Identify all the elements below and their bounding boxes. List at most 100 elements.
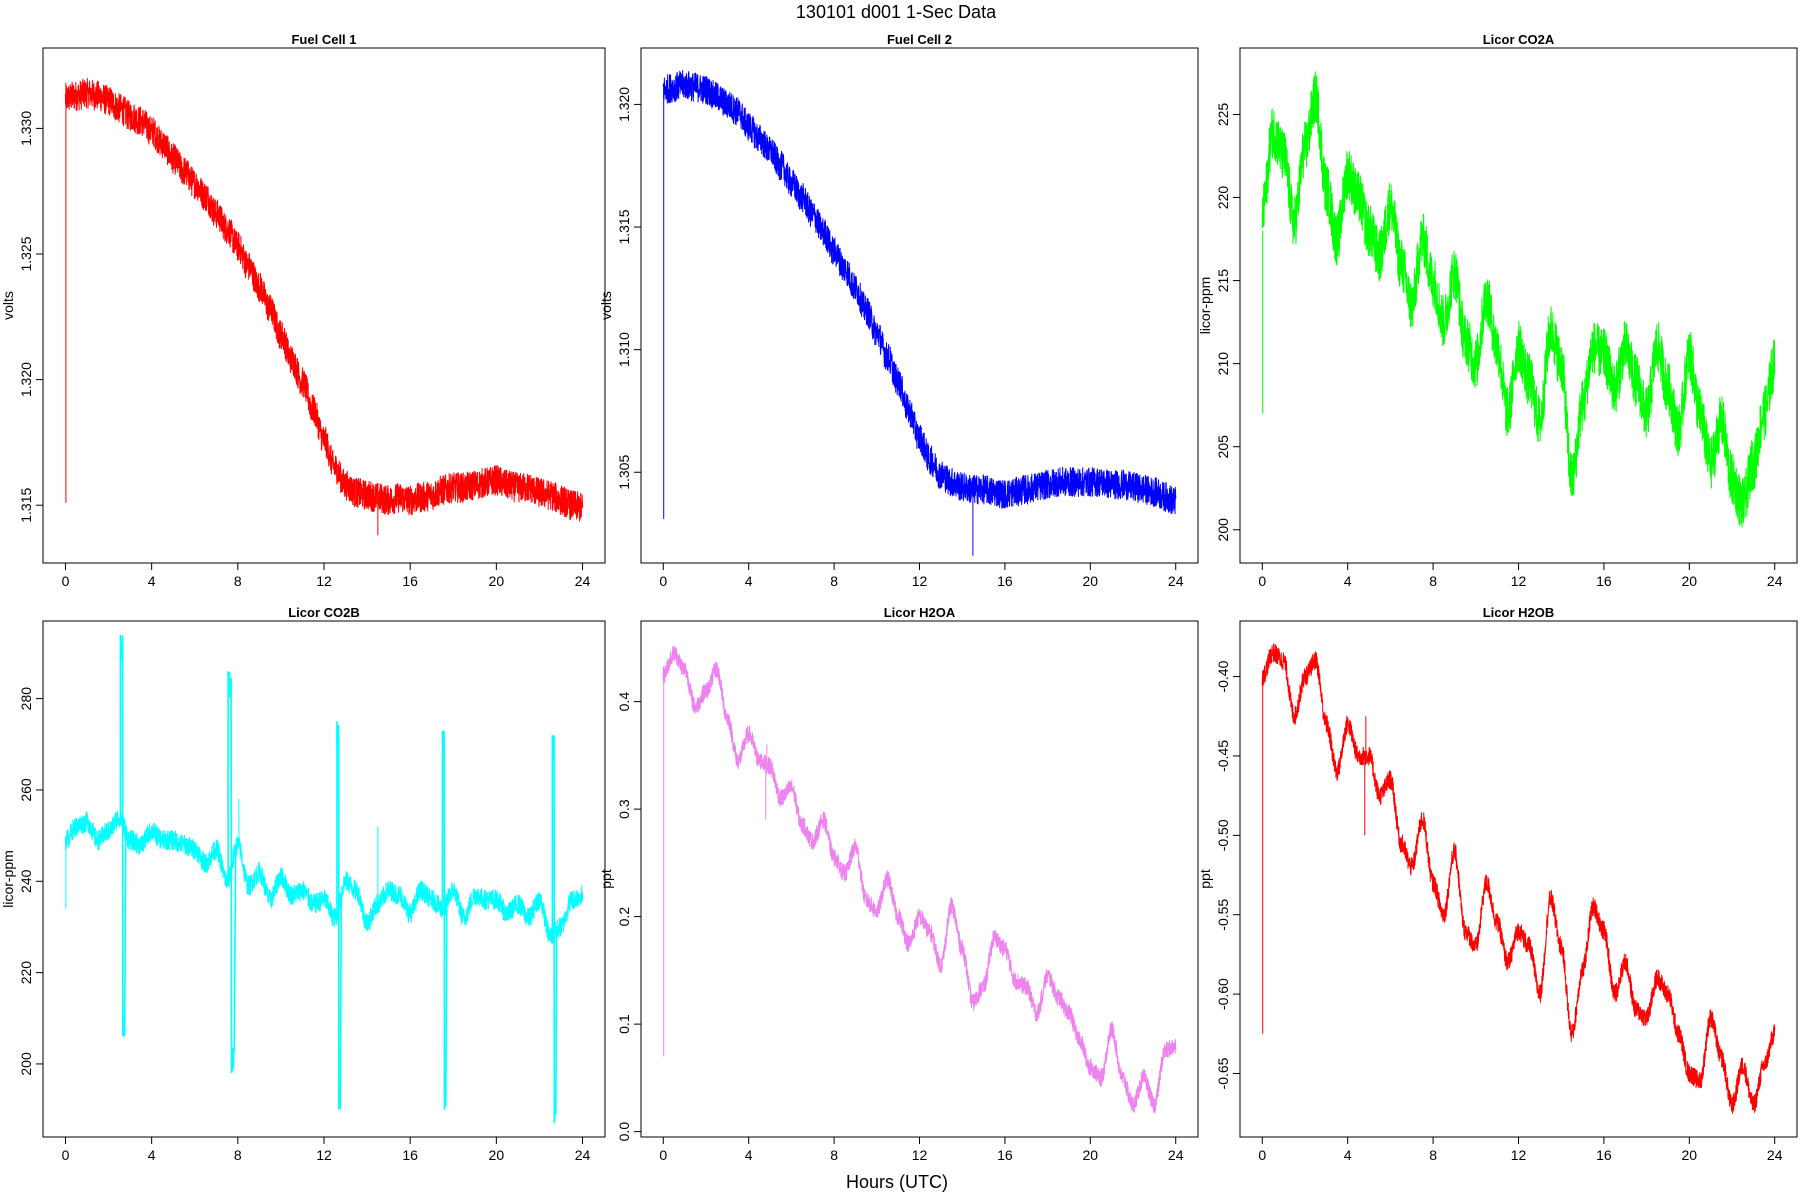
y-tick-label: 220 <box>1215 186 1231 210</box>
panel-3: Licor CO2B 0 4 8 12 16 20 24 200 220 240 260 280 lico… <box>0 605 606 1163</box>
y-axis-label: licor-ppm <box>0 850 16 908</box>
x-tick-label: 4 <box>1344 573 1352 589</box>
panel-title: Licor CO2B <box>288 605 360 620</box>
x-tick-label: 20 <box>1083 573 1099 589</box>
x-axis: 0 4 8 12 16 20 24 <box>659 1136 1184 1163</box>
y-tick-label: 1.325 <box>18 236 34 271</box>
x-tick-label: 4 <box>745 1147 753 1163</box>
x-tick-label: 8 <box>830 573 838 589</box>
y-axis-label: volts <box>0 291 16 320</box>
x-tick-label: 20 <box>489 573 505 589</box>
figure-title: 130101 d001 1-Sec Data <box>796 2 997 22</box>
x-tick-label: 24 <box>1168 1147 1184 1163</box>
x-tick-label: 0 <box>1258 573 1266 589</box>
x-tick-label: 16 <box>997 573 1013 589</box>
x-tick-label: 4 <box>148 573 156 589</box>
y-axis-label: licor-ppm <box>1197 277 1213 335</box>
series-line <box>1261 71 1776 528</box>
x-tick-label: 4 <box>148 1147 156 1163</box>
panel-0: Fuel Cell 10 4 8 12 16 20 241.3151.3201.3251.3… <box>0 32 606 589</box>
x-tick-label: 8 <box>1429 1147 1437 1163</box>
x-tick-label: 16 <box>997 1147 1013 1163</box>
series-group <box>662 645 1177 1114</box>
y-tick-label: -0.50 <box>1215 819 1231 851</box>
calibration-excursion-1 <box>227 671 237 1074</box>
x-tick-label: 8 <box>234 573 242 589</box>
y-tick-label: 205 <box>1215 435 1231 459</box>
x-tick-label: 0 <box>659 573 667 589</box>
y-axis: -0.65 -0.60 -0.55 -0.50 -0.45 -0.40 <box>1215 660 1240 1089</box>
x-tick-label: 20 <box>1682 573 1698 589</box>
x-tick-label: 24 <box>1767 573 1783 589</box>
y-tick-label: 220 <box>18 961 34 985</box>
series-line <box>64 808 584 945</box>
x-tick-label: 20 <box>1083 1147 1099 1163</box>
x-tick-label: 8 <box>234 1147 242 1163</box>
x-tick-label: 16 <box>1596 1147 1612 1163</box>
panel-title: Licor CO2A <box>1483 32 1555 47</box>
x-tick-label: 0 <box>659 1147 667 1163</box>
y-tick-label: 215 <box>1215 269 1231 293</box>
y-tick-label: 0.2 <box>616 907 632 927</box>
panel-title: Licor H2OA <box>884 605 956 620</box>
x-tick-label: 20 <box>489 1147 505 1163</box>
y-tick-label: 0.1 <box>616 1014 632 1034</box>
y-tick-label: 1.320 <box>18 362 34 397</box>
y-axis: 200 205 210 215 220 225 <box>1215 103 1240 542</box>
plot-frame <box>640 620 1199 1138</box>
x-tick-label: 12 <box>912 1147 928 1163</box>
series-group <box>1261 71 1776 528</box>
y-tick-label: -0.60 <box>1215 978 1231 1010</box>
y-tick-label: 210 <box>1215 352 1231 376</box>
panel-title: Fuel Cell 1 <box>291 32 356 47</box>
y-tick-label: 0.4 <box>616 692 632 712</box>
y-tick-label: 1.330 <box>18 111 34 146</box>
calibration-excursion-2 <box>336 721 343 1110</box>
y-tick-label: 200 <box>1215 518 1231 542</box>
x-axis: 0 4 8 12 16 20 24 <box>1258 562 1783 589</box>
series-group <box>64 634 584 1124</box>
series-line <box>1261 643 1776 1114</box>
x-tick-label: 16 <box>402 1147 418 1163</box>
y-tick-label: 1.320 <box>616 87 632 122</box>
y-tick-label: 280 <box>18 687 34 711</box>
x-tick-label: 12 <box>316 573 332 589</box>
x-tick-label: 0 <box>1258 1147 1266 1163</box>
y-axis: 200 220 240 260 280 <box>18 687 43 1076</box>
y-tick-label: 1.310 <box>616 332 632 367</box>
y-tick-label: 200 <box>18 1052 34 1076</box>
series-line <box>662 645 1177 1114</box>
y-tick-label: -0.55 <box>1215 899 1231 931</box>
x-axis: 0 4 8 12 16 20 24 <box>659 562 1184 589</box>
x-tick-label: 16 <box>1596 573 1612 589</box>
y-tick-label: 1.305 <box>616 455 632 490</box>
plot-frame <box>1239 47 1798 564</box>
x-tick-label: 8 <box>1429 573 1437 589</box>
panel-5: Licor H2OB 0 4 8 12 16 20 24 -0.65 -0.60 -0.55 -0.5… <box>1197 605 1798 1163</box>
y-tick-label: 0.3 <box>616 799 632 819</box>
y-tick-label: 1.315 <box>18 487 34 522</box>
x-tick-label: 24 <box>1767 1147 1783 1163</box>
plot-frame <box>42 620 606 1138</box>
y-tick-label: -0.65 <box>1215 1057 1231 1089</box>
x-axis-label: Hours (UTC) <box>846 1172 948 1192</box>
calibration-excursion-4 <box>551 735 558 1124</box>
x-axis: 0 4 8 12 16 20 24 <box>62 1136 591 1163</box>
x-tick-label: 16 <box>402 573 418 589</box>
x-tick-label: 4 <box>1344 1147 1352 1163</box>
y-axis: 1.305 1.310 1.315 1.320 <box>616 87 641 490</box>
series-group <box>662 69 1177 556</box>
panel-4: Licor H2OA 0 4 8 12 16 20 24 0.0 0.1 0.2 0.3 0.4 ppt <box>598 605 1199 1163</box>
series-line <box>662 69 1177 515</box>
x-tick-label: 12 <box>912 573 928 589</box>
x-tick-label: 0 <box>62 1147 70 1163</box>
x-axis: 0 4 8 12 16 20 24 <box>62 562 591 589</box>
x-tick-label: 12 <box>316 1147 332 1163</box>
y-axis-label: ppt <box>1197 869 1213 889</box>
y-tick-label: 260 <box>18 778 34 802</box>
x-tick-label: 12 <box>1511 573 1527 589</box>
y-axis: 0.0 0.1 0.2 0.3 0.4 <box>616 692 641 1141</box>
x-tick-label: 4 <box>745 573 753 589</box>
series-group <box>64 77 584 536</box>
